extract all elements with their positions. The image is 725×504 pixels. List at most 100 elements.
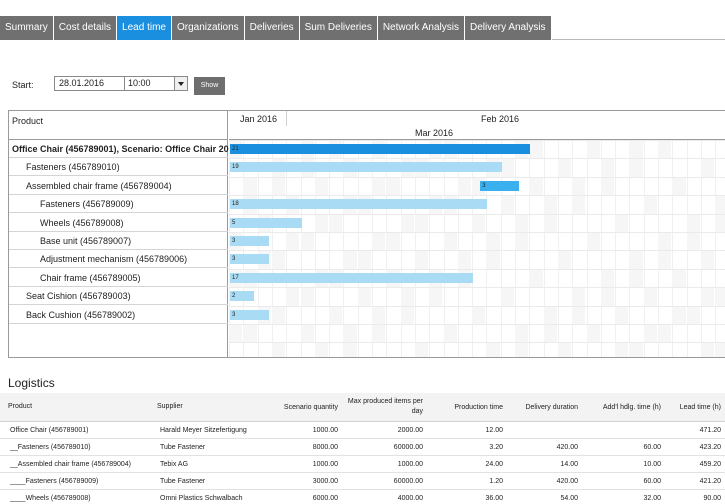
grid-cell xyxy=(271,343,286,357)
grid-cell xyxy=(300,325,314,343)
gantt-row-label[interactable]: Adjustment mechanism (456789006) xyxy=(9,250,228,269)
grid-cell xyxy=(314,177,329,196)
gantt-row-label[interactable]: Base unit (456789007) xyxy=(9,232,228,250)
grid-line xyxy=(229,158,725,160)
gantt-bar[interactable] xyxy=(230,144,531,154)
gantt-bar[interactable] xyxy=(230,217,302,228)
grid-cell xyxy=(300,233,314,251)
grid-line xyxy=(629,140,631,357)
grid-cell xyxy=(572,288,586,306)
gantt-bar[interactable] xyxy=(230,162,502,173)
table-cell: 60.00 xyxy=(643,444,661,451)
grid-cell xyxy=(400,288,414,306)
tab-lead-time[interactable]: Lead time xyxy=(117,16,172,40)
grid-cell xyxy=(600,269,615,288)
grid-line xyxy=(229,176,725,178)
grid-cell xyxy=(700,251,715,269)
tab-network-analysis[interactable]: Network Analysis xyxy=(377,16,465,40)
grid-line xyxy=(229,195,725,197)
grid-line xyxy=(715,140,717,357)
grid-line xyxy=(329,140,331,357)
table-row[interactable]: __Assembled chair frame (456789004) Tebix… xyxy=(0,457,725,473)
grid-cell xyxy=(586,233,600,251)
grid-line xyxy=(572,140,574,357)
grid-cell xyxy=(357,251,371,269)
tab-cost-details[interactable]: Cost details xyxy=(53,16,118,40)
grid-line xyxy=(257,140,259,357)
tab-summary[interactable]: Summary xyxy=(0,16,54,40)
gantt-row-label[interactable]: Fasteners (456789009) xyxy=(9,195,228,214)
grid-cell xyxy=(615,343,629,357)
grid-cell xyxy=(343,343,357,357)
table-cell: 2000.00 xyxy=(397,427,423,434)
grid-cell xyxy=(586,325,600,343)
grid-line xyxy=(429,140,431,357)
tab-organizations[interactable]: Organizations xyxy=(171,16,245,40)
grid-line xyxy=(243,140,245,357)
table-row[interactable]: __Fasteners (456789010) Tube Fastener 8000… xyxy=(0,440,725,456)
grid-line xyxy=(343,140,345,357)
gantt-bar[interactable] xyxy=(230,309,269,320)
table-cell: Tube Fastener xyxy=(160,444,206,451)
table-row[interactable]: ____Wheels (456789008) Omni Plastics Schw… xyxy=(0,491,725,504)
grid-line xyxy=(357,140,359,357)
grid-cell xyxy=(372,306,386,324)
tab-delivery-analysis[interactable]: Delivery Analysis xyxy=(464,16,552,40)
grid-line xyxy=(557,140,559,357)
grid-cell xyxy=(400,306,414,324)
timeline-separator xyxy=(286,111,287,126)
gantt-row-label[interactable]: Wheels (456789008) xyxy=(9,214,228,232)
tabs: Summary Cost details Lead time Organization… xyxy=(0,16,552,40)
chevron-down-icon[interactable] xyxy=(174,77,187,90)
grid-line xyxy=(229,232,725,233)
column-header: Scenario quantity xyxy=(283,404,338,411)
table-cell: 3000.00 xyxy=(312,478,338,485)
table-row[interactable]: Office Chair (456789001) Harald Meyer Sit… xyxy=(0,423,725,439)
grid-line xyxy=(229,250,725,252)
grid-cell xyxy=(515,343,529,357)
grid-cell xyxy=(314,343,329,357)
gantt-bar[interactable] xyxy=(230,272,474,283)
gantt-row-label[interactable]: Back Cushion (456789002) xyxy=(9,306,228,324)
gantt-row-label[interactable]: Office Chair (456789001), Scenario: Offi… xyxy=(9,140,239,158)
gantt-row-label[interactable]: Chair frame (456789005) xyxy=(9,269,228,287)
grid-line xyxy=(271,140,273,357)
grid-cell xyxy=(643,288,657,306)
grid-cell xyxy=(629,343,643,357)
lead-time-gantt: Product Office Chair (456789001), Scenar… xyxy=(8,110,725,358)
grid-cell xyxy=(557,159,572,177)
grid-cell xyxy=(243,177,257,196)
table-cell: 421.20 xyxy=(699,478,721,485)
gantt-bar-label: 3 xyxy=(482,182,486,189)
gantt-timeline-header: Jan 2016 Feb 2016 Mar 2016 xyxy=(229,111,725,140)
grid-cell xyxy=(372,177,386,196)
grid-cell xyxy=(500,159,514,177)
grid-cell xyxy=(700,288,715,306)
grid-cell xyxy=(500,196,514,214)
tab-deliveries[interactable]: Deliveries xyxy=(244,16,300,40)
tab-sum-deliveries[interactable]: Sum Deliveries xyxy=(299,16,378,40)
gantt-row-label[interactable]: Assembled chair frame (456789004) xyxy=(9,177,228,195)
grid-cell xyxy=(629,159,643,177)
gantt-row-label[interactable]: Fasteners (456789010) xyxy=(9,158,228,177)
grid-cell xyxy=(672,306,686,324)
show-button[interactable]: Show xyxy=(194,77,225,95)
gantt-bar-label: 2 xyxy=(232,293,236,300)
gantt-bar[interactable] xyxy=(230,199,488,210)
gantt-bar[interactable] xyxy=(230,254,269,265)
gantt-bar[interactable] xyxy=(480,180,519,191)
table-cell: Tube Fastener xyxy=(160,478,206,485)
grid-line xyxy=(229,213,725,215)
grid-cell xyxy=(486,233,500,251)
column-header: Product xyxy=(8,403,33,410)
grid-line xyxy=(229,342,725,344)
grid-cell xyxy=(500,288,514,306)
gantt-row-label[interactable]: Seat Cishion (456789003) xyxy=(9,287,228,306)
table-cell: 471.20 xyxy=(699,427,721,434)
table-row[interactable]: ____Fasteners (456789009) Tube Fastener 30… xyxy=(0,474,725,490)
gantt-bar[interactable] xyxy=(230,291,255,302)
start-date-input[interactable]: 28.01.2016 xyxy=(54,76,129,91)
grid-cell xyxy=(629,141,643,159)
gantt-bar[interactable] xyxy=(230,236,269,246)
start-time-select[interactable]: 10:00 xyxy=(124,76,188,91)
